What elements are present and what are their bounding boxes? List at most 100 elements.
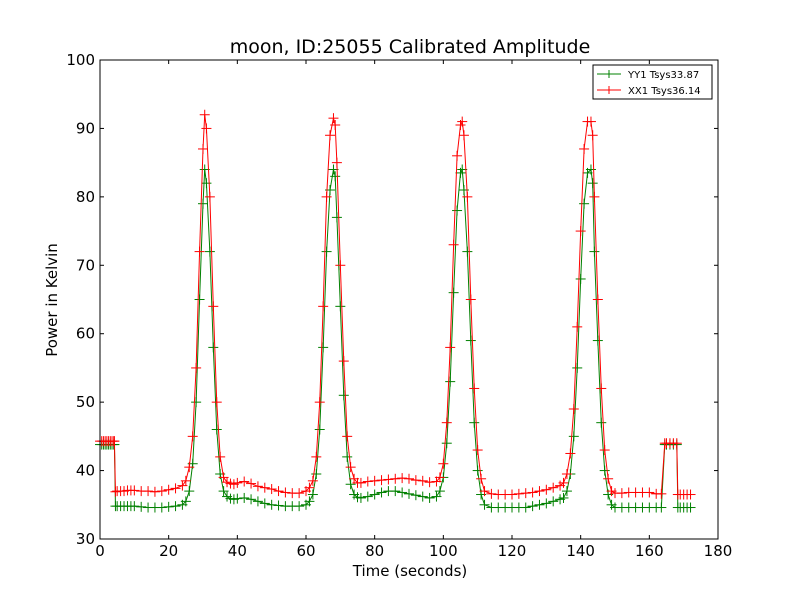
data-point	[239, 476, 250, 487]
data-point	[109, 436, 120, 447]
data-point	[507, 489, 517, 500]
y-tick-label: 80	[76, 188, 95, 206]
data-point	[469, 417, 480, 428]
data-point	[307, 489, 318, 500]
legend: YY1 Tsys33.87 XX1 Tsys36.14	[592, 64, 713, 100]
data-point	[404, 473, 414, 484]
data-point	[194, 294, 205, 305]
data-point	[596, 383, 607, 394]
data-point	[273, 500, 284, 511]
data-point	[331, 157, 342, 168]
legend-box	[592, 64, 713, 100]
data-point	[273, 486, 284, 497]
data-point	[199, 109, 210, 120]
data-point	[163, 484, 174, 495]
data-point	[441, 438, 452, 449]
data-point	[204, 246, 215, 257]
data-point	[266, 484, 277, 495]
x-tick-label: 100	[429, 542, 458, 560]
y-tick-label: 30	[76, 530, 95, 548]
data-point	[232, 493, 243, 504]
data-point	[513, 488, 524, 499]
data-point	[585, 116, 596, 127]
data-point	[410, 490, 421, 501]
data-point	[603, 473, 614, 484]
data-point	[246, 478, 257, 489]
data-point	[208, 301, 219, 312]
data-point	[184, 462, 195, 473]
y-tick-label: 90	[76, 119, 95, 137]
data-point	[438, 458, 449, 469]
chart-title: moon, ID:25055 Calibrated Amplitude	[230, 36, 591, 58]
legend-label: YY1 Tsys33.87	[627, 70, 699, 81]
data-point	[311, 451, 322, 462]
data-point	[541, 498, 552, 509]
data-point	[194, 246, 205, 257]
data-point	[472, 465, 483, 476]
data-point	[572, 321, 583, 332]
data-point	[110, 486, 121, 497]
data-point	[191, 397, 202, 408]
data-point	[579, 143, 590, 154]
data-point	[599, 445, 610, 456]
data-point	[376, 475, 387, 486]
y-tick-label: 50	[76, 393, 95, 411]
data-point	[259, 498, 270, 509]
data-point	[259, 482, 270, 493]
data-point	[362, 491, 373, 502]
data-point	[561, 486, 572, 497]
data-point	[156, 486, 167, 497]
data-point	[252, 496, 263, 507]
series-yy1	[95, 164, 696, 513]
data-point	[314, 397, 325, 408]
data-point	[252, 481, 263, 492]
data-point	[383, 474, 394, 485]
data-point	[328, 113, 339, 124]
data-point	[204, 191, 215, 202]
y-tick-label: 60	[76, 325, 95, 343]
data-point	[342, 431, 353, 442]
data-point	[304, 496, 315, 507]
data-point	[616, 488, 627, 499]
data-point	[246, 494, 257, 505]
data-point	[541, 484, 552, 495]
data-point	[561, 468, 572, 479]
data-point	[472, 445, 483, 456]
data-point	[434, 472, 445, 483]
data-point	[520, 488, 531, 499]
data-point	[448, 287, 459, 298]
x-tick-label: 40	[228, 542, 247, 560]
data-point	[362, 476, 373, 487]
data-point	[201, 123, 212, 134]
data-point	[397, 473, 408, 484]
data-point	[211, 424, 222, 435]
data-point	[469, 383, 480, 394]
data-point	[198, 143, 208, 154]
data-point	[129, 501, 140, 512]
data-point	[445, 342, 456, 353]
y-axis-label: Power in Kelvin	[43, 243, 61, 357]
data-point	[136, 501, 147, 512]
data-point	[338, 356, 349, 367]
data-point	[215, 451, 226, 462]
data-point	[587, 178, 598, 189]
x-tick-label: 20	[159, 542, 178, 560]
x-tick-label: 160	[635, 542, 664, 560]
data-point	[184, 486, 195, 497]
data-point	[369, 475, 380, 486]
data-point	[376, 487, 387, 498]
data-point	[331, 212, 342, 223]
series-layer	[95, 109, 696, 513]
data-point	[143, 486, 154, 497]
plot-frame	[99, 59, 719, 540]
data-point	[585, 164, 596, 175]
data-point	[568, 403, 579, 414]
data-point	[318, 342, 329, 353]
x-tick-label: 0	[95, 542, 105, 560]
data-point	[575, 273, 586, 284]
data-point	[311, 468, 322, 479]
data-point	[527, 487, 538, 498]
data-point	[479, 486, 490, 497]
data-point	[239, 492, 250, 503]
data-point	[187, 431, 198, 442]
